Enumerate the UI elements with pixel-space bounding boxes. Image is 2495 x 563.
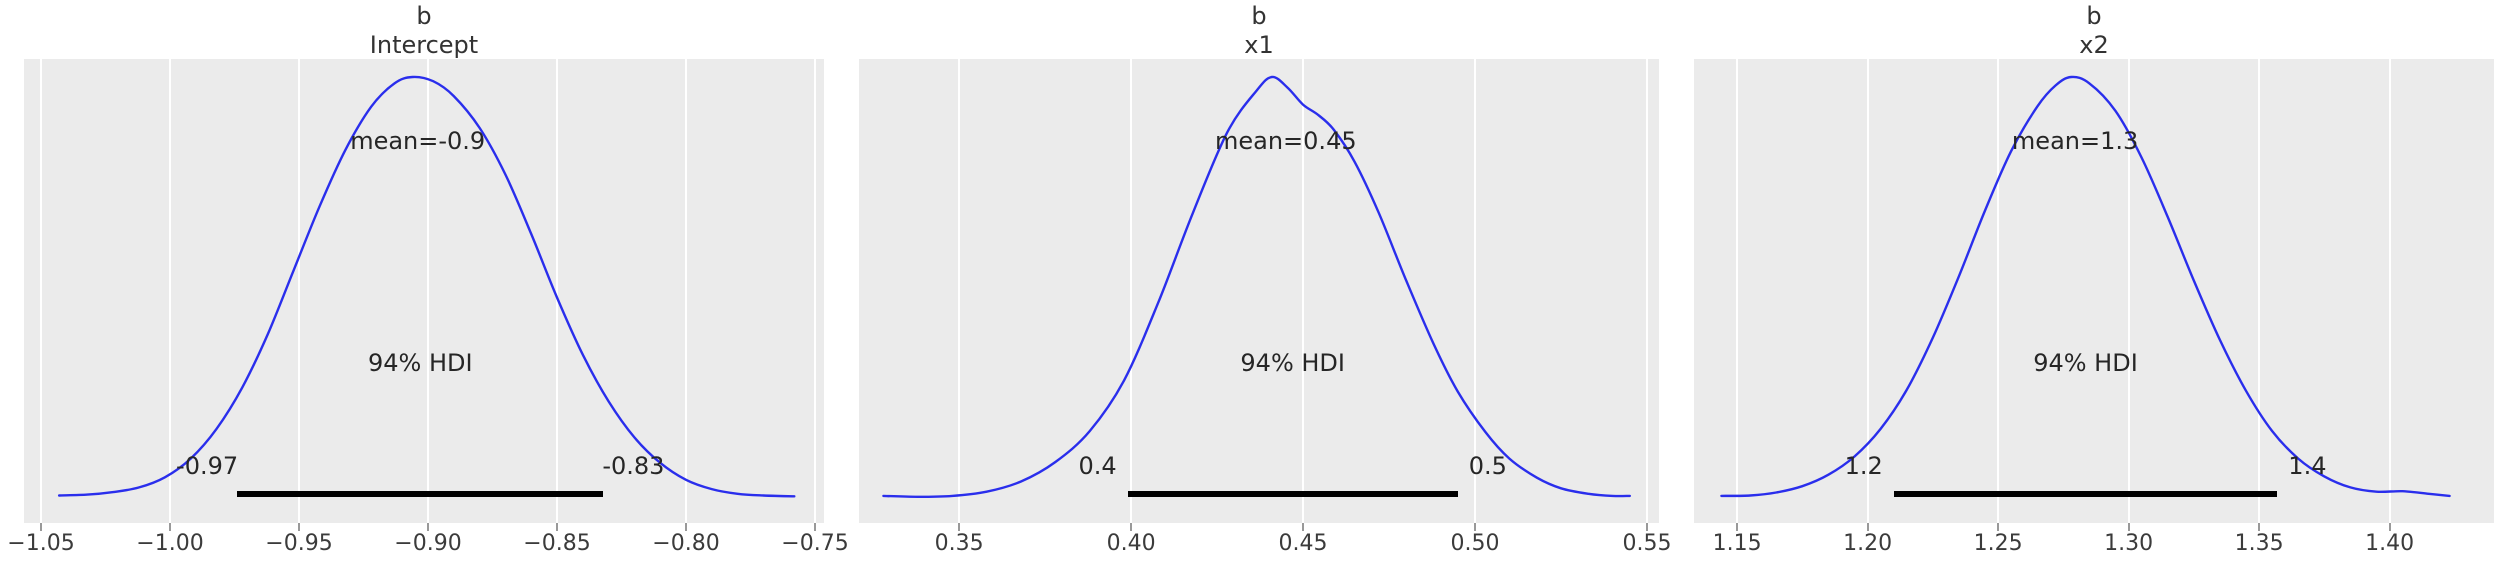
plot-area: mean=-0.9 94% HDI -0.97 -0.83 (24, 59, 824, 523)
density-curve (882, 75, 1631, 498)
x-tick-mark (556, 523, 558, 531)
x-tick-mark (1736, 523, 1739, 531)
gridline (556, 59, 558, 523)
hdi-low-label: 1.2 (1844, 452, 1883, 480)
plot-area: mean=0.45 94% HDI 0.4 0.5 (859, 59, 1659, 523)
panel-title: b x2 (2079, 2, 2109, 59)
x-tick-label: 0.50 (1450, 531, 1500, 556)
x-tick-mark (1866, 523, 1869, 531)
gridline (1130, 59, 1133, 523)
gridline (958, 59, 961, 523)
mean-label: mean=-0.9 (350, 127, 486, 155)
hdi-interval-bar (1127, 491, 1458, 497)
x-tick-label: 0.55 (1622, 531, 1672, 556)
x-tick-mark (2127, 523, 2130, 531)
gridline (1736, 59, 1739, 523)
x-tick-label: −0.95 (265, 531, 333, 556)
x-tick-mark (1130, 523, 1133, 531)
gridline (1997, 59, 2000, 523)
hdi-high-label: 1.4 (2288, 452, 2327, 480)
x-tick-mark (298, 523, 300, 531)
x-tick-label: −0.80 (652, 531, 720, 556)
x-tick-label: −1.00 (136, 531, 204, 556)
gridline (427, 59, 429, 523)
x-tick-mark (685, 523, 687, 531)
x-tick-mark (958, 523, 961, 531)
gridline (2388, 59, 2391, 523)
posterior-panel-x2: b x2 mean=1.3 94% HDI 1.2 1.4 1.15 1.20 1.25 1… (1694, 0, 2494, 563)
x-tick-label: −0.85 (523, 531, 591, 556)
x-tick-label: 1.20 (1843, 531, 1893, 556)
gridline (1866, 59, 1869, 523)
gridline (169, 59, 171, 523)
x-tick-mark (814, 523, 816, 531)
posterior-panel-x1: b x1 mean=0.45 94% HDI 0.4 0.5 0.35 0.40 0.45… (859, 0, 1671, 563)
hdi-label: 94% HDI (2033, 349, 2138, 377)
x-tick-mark (427, 523, 429, 531)
x-tick-label: −0.75 (781, 531, 849, 556)
x-tick-label: 0.40 (1106, 531, 1156, 556)
posterior-panel-intercept: b Intercept mean=-0.9 94% HDI -0.97 -0.83 −… (7, 0, 848, 563)
gridline (1646, 59, 1648, 523)
x-tick-label: −0.90 (394, 531, 462, 556)
density-curve (57, 75, 796, 498)
panel-title: b x1 (1244, 2, 1274, 59)
x-tick-mark (1474, 523, 1476, 531)
gridline (1302, 59, 1304, 523)
x-tick-mark (40, 523, 42, 531)
gridline (298, 59, 300, 523)
panel-title: b Intercept (369, 2, 479, 59)
gridline (40, 59, 42, 523)
hdi-label: 94% HDI (1240, 349, 1345, 377)
x-tick-label: 1.30 (2104, 531, 2154, 556)
gridline (814, 59, 816, 523)
x-tick-mark (169, 523, 171, 531)
hdi-label: 94% HDI (368, 349, 473, 377)
gridline (685, 59, 687, 523)
hdi-low-label: -0.97 (176, 452, 239, 480)
x-tick-label: 0.45 (1278, 531, 1328, 556)
mean-label: mean=0.45 (1214, 127, 1357, 155)
gridline (2127, 59, 2130, 523)
plot-area: mean=1.3 94% HDI 1.2 1.4 (1694, 59, 2494, 523)
gridline (2258, 59, 2261, 523)
x-tick-label: 1.40 (2365, 531, 2415, 556)
x-tick-mark (1646, 523, 1648, 531)
x-tick-mark (2258, 523, 2261, 531)
x-tick-label: 0.35 (934, 531, 984, 556)
x-tick-mark (1997, 523, 2000, 531)
x-tick-label: 1.25 (1973, 531, 2023, 556)
density-curve (1720, 75, 2451, 498)
x-tick-label: −1.05 (7, 531, 75, 556)
hdi-interval-bar (1893, 491, 2278, 497)
mean-label: mean=1.3 (2011, 127, 2139, 155)
x-tick-mark (2388, 523, 2391, 531)
hdi-high-label: 0.5 (1468, 452, 1507, 480)
x-tick-label: 1.15 (1712, 531, 1762, 556)
x-tick-mark (1302, 523, 1304, 531)
gridline (1474, 59, 1476, 523)
hdi-interval-bar (237, 491, 604, 497)
hdi-high-label: -0.83 (602, 452, 665, 480)
hdi-low-label: 0.4 (1078, 452, 1117, 480)
x-tick-label: 1.35 (2234, 531, 2284, 556)
